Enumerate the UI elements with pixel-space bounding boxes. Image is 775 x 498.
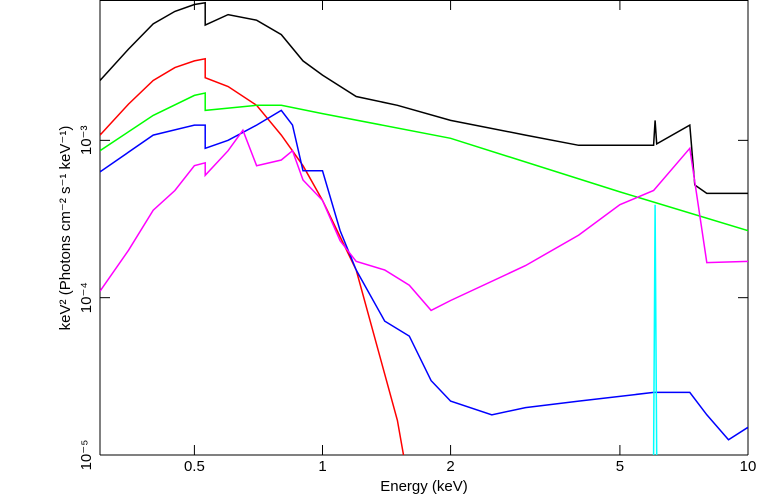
axes-frame: [99, 0, 749, 456]
spectrum-line: [100, 128, 748, 312]
y-axis-label: keV² (Photons cm⁻² s⁻¹ keV⁻¹): [57, 126, 74, 331]
x-tick-label: 0.5: [184, 458, 205, 475]
spectrum-line: [100, 92, 748, 232]
y-tick-label: 10⁻⁵: [78, 440, 95, 471]
plot-area: [100, 1, 748, 455]
y-tick-label: 10⁻³: [78, 126, 95, 156]
x-tick-label: 10: [740, 458, 757, 475]
spectrum-line: [100, 109, 748, 441]
spectrum-line: [100, 57, 405, 455]
x-tick-label: 2: [446, 458, 454, 475]
y-tick-label: 10⁻⁴: [78, 282, 95, 313]
spectrum-line: [100, 1, 748, 195]
spectrum-line: [652, 204, 658, 455]
x-tick-label: 5: [616, 458, 624, 475]
x-axis-label: Energy (keV): [380, 478, 468, 495]
x-tick-label: 1: [318, 458, 326, 475]
